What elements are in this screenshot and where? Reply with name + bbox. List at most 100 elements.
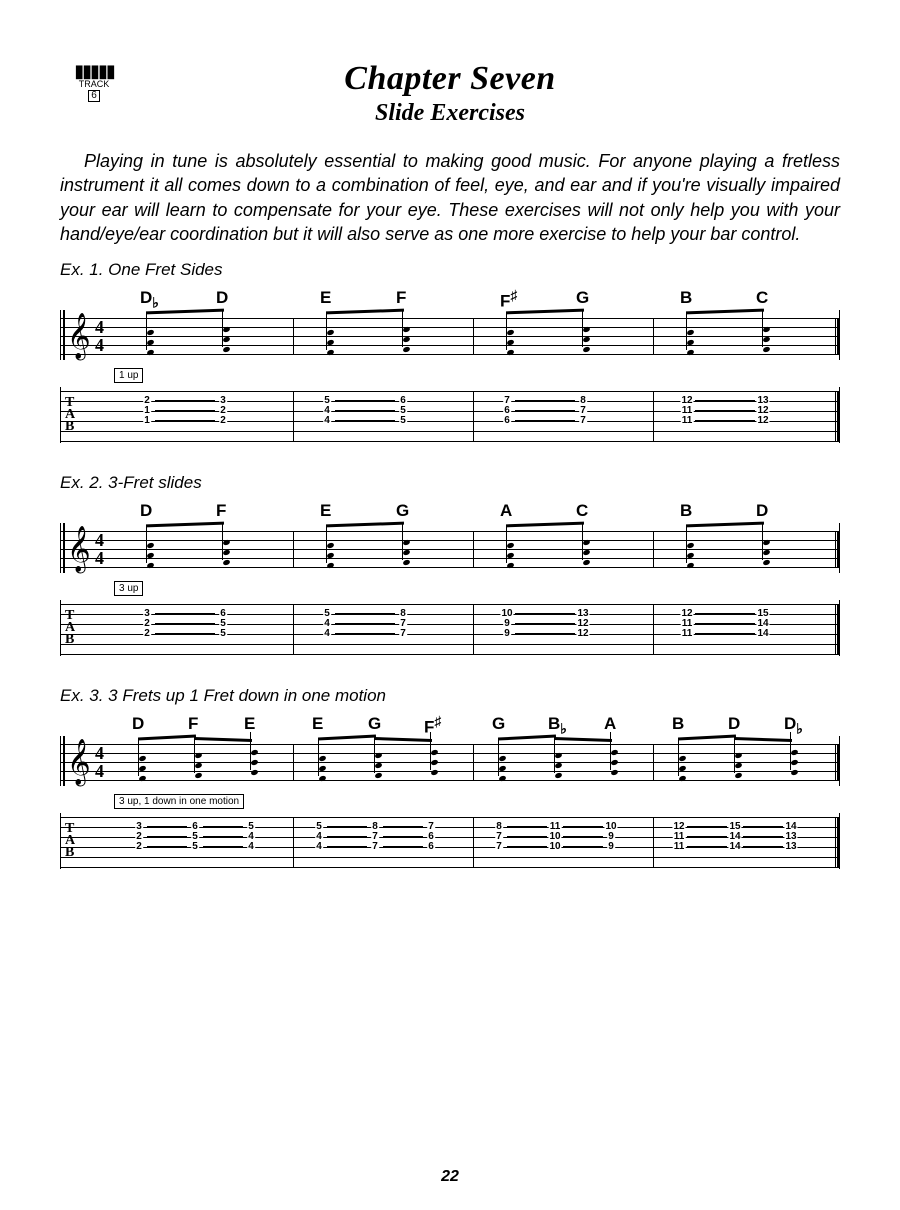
exercise: Ex. 3. 3 Frets up 1 Fret down in one mot… bbox=[60, 686, 840, 869]
barline bbox=[293, 817, 294, 867]
chord-label: E bbox=[320, 288, 331, 308]
final-barline bbox=[835, 817, 839, 867]
note-chord bbox=[147, 314, 155, 358]
note-chord bbox=[507, 527, 515, 571]
barline bbox=[473, 744, 474, 780]
note-chord bbox=[403, 527, 411, 571]
slide-line bbox=[335, 420, 395, 422]
slide-line bbox=[147, 846, 187, 848]
note-chord bbox=[251, 740, 259, 784]
note-chord bbox=[195, 740, 203, 784]
slide-line bbox=[383, 826, 423, 828]
slide-line bbox=[695, 633, 755, 635]
chord-label: G bbox=[576, 288, 589, 308]
slide-line bbox=[155, 410, 215, 412]
chord-label: D bbox=[132, 714, 144, 734]
chord-label: D bbox=[140, 501, 152, 521]
slide-line bbox=[155, 613, 215, 615]
barline bbox=[473, 391, 474, 441]
tab-fret: 14 bbox=[756, 628, 769, 639]
tab-clef-icon: TAB bbox=[65, 397, 75, 433]
note-chord bbox=[763, 527, 771, 571]
note-chord bbox=[507, 314, 515, 358]
chord-label: G bbox=[368, 714, 381, 734]
tab-staff: TAB3652542545874764768111071097109121514… bbox=[60, 813, 840, 869]
chord-label: F♯ bbox=[424, 714, 441, 738]
note-chord bbox=[555, 740, 563, 784]
slide-line bbox=[687, 846, 727, 848]
chord-label: D bbox=[216, 288, 228, 308]
slide-line bbox=[147, 836, 187, 838]
slide-line bbox=[147, 826, 187, 828]
tab-fret: 6 bbox=[427, 841, 435, 852]
tab-fret: 1 bbox=[143, 415, 151, 426]
slide-line bbox=[155, 420, 215, 422]
chord-label: E bbox=[320, 501, 331, 521]
note-chord bbox=[499, 740, 507, 784]
slide-line bbox=[155, 633, 215, 635]
treble-clef-icon: 𝄞 bbox=[67, 738, 91, 786]
note-chord bbox=[223, 314, 231, 358]
chord-label: A bbox=[604, 714, 616, 734]
slide-line bbox=[743, 826, 783, 828]
time-signature: 44 bbox=[95, 318, 104, 354]
slide-line bbox=[687, 836, 727, 838]
note-chord bbox=[403, 314, 411, 358]
slide-line bbox=[335, 400, 395, 402]
note-chord bbox=[139, 740, 147, 784]
chord-label: C bbox=[576, 501, 588, 521]
note-chord bbox=[327, 314, 335, 358]
note-chord bbox=[611, 740, 619, 784]
tab-fret: 12 bbox=[576, 628, 589, 639]
barline bbox=[293, 391, 294, 441]
slide-line bbox=[335, 410, 395, 412]
barline bbox=[293, 744, 294, 780]
tab-fret: 11 bbox=[673, 841, 686, 852]
chord-label: D♭ bbox=[140, 288, 159, 311]
barline bbox=[473, 531, 474, 567]
music-staff: 𝄞44 bbox=[60, 310, 840, 360]
tab-fret: 9 bbox=[503, 628, 511, 639]
note-chord bbox=[687, 527, 695, 571]
tab-fret: 5 bbox=[191, 841, 199, 852]
tab-fret: 9 bbox=[607, 841, 615, 852]
chord-label: B bbox=[672, 714, 684, 734]
slide-line bbox=[507, 826, 547, 828]
tab-fret: 2 bbox=[135, 841, 143, 852]
note-chord bbox=[319, 740, 327, 784]
barline bbox=[473, 604, 474, 654]
slide-line bbox=[695, 410, 755, 412]
tab-fret: 2 bbox=[219, 415, 227, 426]
barline bbox=[473, 817, 474, 867]
tab-clef-icon: TAB bbox=[65, 610, 75, 646]
tab-fret: 13 bbox=[784, 841, 797, 852]
slide-line bbox=[327, 826, 367, 828]
slide-line bbox=[515, 420, 575, 422]
chord-label: G bbox=[492, 714, 505, 734]
tab-fret: 7 bbox=[399, 628, 407, 639]
tab-fret: 6 bbox=[503, 415, 511, 426]
tab-clef-icon: TAB bbox=[65, 823, 75, 859]
slide-line bbox=[743, 836, 783, 838]
slide-line bbox=[383, 846, 423, 848]
slide-hint: 3 up bbox=[114, 581, 143, 596]
final-barline bbox=[835, 604, 839, 654]
barline bbox=[653, 744, 654, 780]
slide-line bbox=[155, 400, 215, 402]
barline bbox=[293, 318, 294, 354]
tab-fret: 7 bbox=[495, 841, 503, 852]
barline bbox=[653, 604, 654, 654]
exercise: Ex. 2. 3-Fret slidesDFEGACBD𝄞443 upTAB36… bbox=[60, 473, 840, 656]
tab-staff: TAB231212564545786767121311121112 bbox=[60, 387, 840, 443]
tab-fret: 4 bbox=[247, 841, 255, 852]
note-chord bbox=[431, 740, 439, 784]
slide-hint: 1 up bbox=[114, 368, 143, 383]
time-signature: 44 bbox=[95, 744, 104, 780]
final-barline bbox=[835, 318, 839, 354]
slide-line bbox=[155, 623, 215, 625]
note-chord bbox=[735, 740, 743, 784]
tab-fret: 10 bbox=[548, 841, 561, 852]
note-chord bbox=[763, 314, 771, 358]
intro-paragraph: Playing in tune is absolutely essential … bbox=[60, 149, 840, 246]
chord-label: D bbox=[756, 501, 768, 521]
